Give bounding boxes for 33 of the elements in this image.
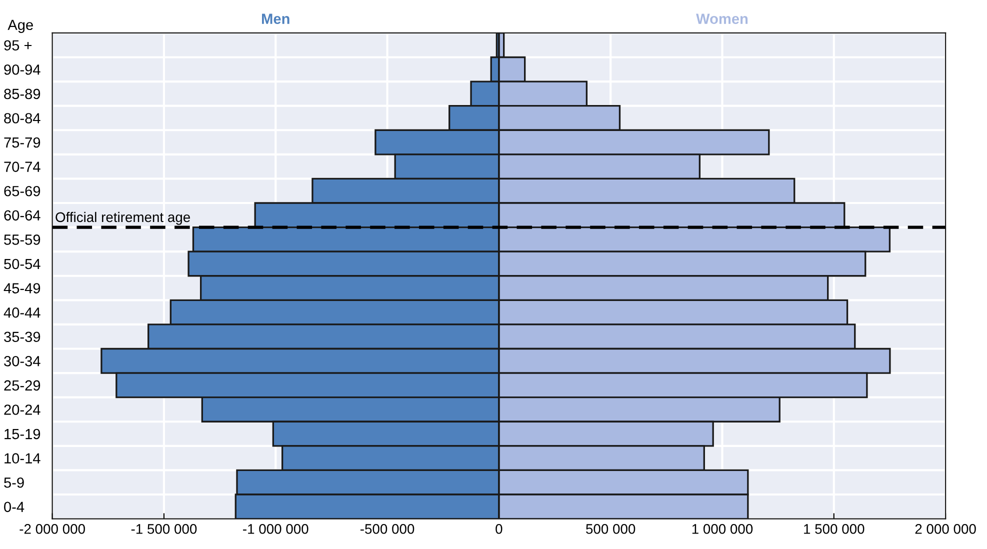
x-tick-label: -500 000 [360,524,414,534]
y-tick-label: 95 + [4,40,32,51]
y-tick-label: 80-84 [4,113,40,124]
y-tick-label: 0-4 [4,502,24,512]
x-tick-label: -1 500 000 [131,524,197,534]
y-tick-label: 90-94 [4,64,40,75]
y-tick-label: 70-74 [4,162,40,172]
y-tick-label: 75-79 [4,137,40,148]
y-tick-label: 30-34 [4,356,40,366]
y-tick-label: 60-64 [4,210,40,221]
x-tick-label: 1 000 000 [692,524,753,534]
x-tick-label: 0 [496,524,502,534]
y-tick-label: 25-29 [4,380,40,391]
y-tick-label: 40-44 [4,307,40,318]
y-tick-label: 10-14 [4,453,40,464]
ref-line-label: Official retirement age [56,212,190,225]
y-tick-label: 50-54 [4,258,40,270]
text: Women [696,14,748,24]
y-axis-title: Age [8,20,33,33]
x-tick-label: 2 000 000 [915,524,976,534]
y-tick-label: 20-24 [4,404,40,415]
x-tick-label: -1 000 000 [243,524,308,534]
y-tick-label: 35-39 [4,332,40,342]
text: Men [262,14,290,24]
y-tick-label: 45-49 [4,283,40,294]
y-tick-label: 85-89 [4,88,40,100]
y-tick-label: 65-69 [4,186,40,196]
y-tick-label: 15-19 [4,428,40,440]
x-tick-label: 1 500 000 [804,524,864,534]
y-tick-label: 5-9 [4,477,24,488]
x-tick-label: -2 000 000 [20,524,85,534]
y-tick-label: 55-59 [4,234,40,245]
x-tick-label: 500 000 [586,524,636,534]
